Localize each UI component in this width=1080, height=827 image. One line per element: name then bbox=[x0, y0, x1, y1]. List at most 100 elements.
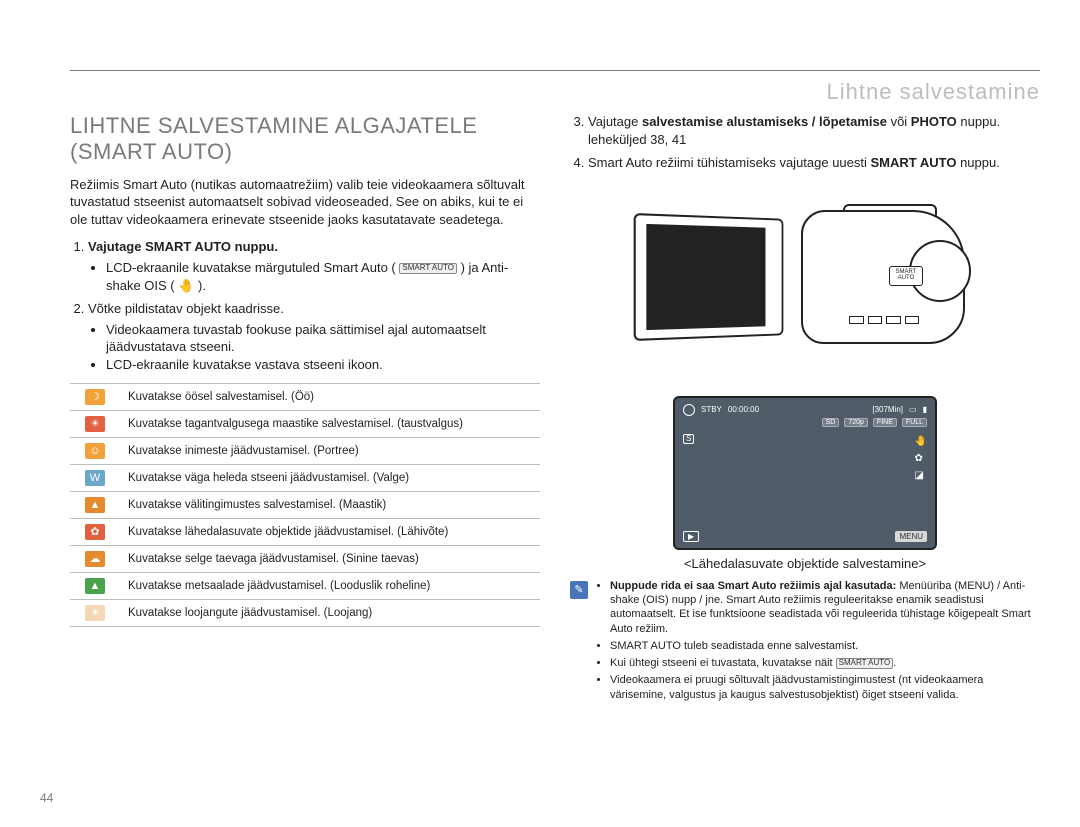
lcd-left-icons: S bbox=[683, 434, 694, 445]
camera-lcd-inner bbox=[646, 224, 765, 330]
step-2-bullet-1: Videokaamera tuvastab fookuse paika sätt… bbox=[106, 321, 540, 356]
scene-desc: Kuvatakse välitingimustes salvestamisel.… bbox=[120, 492, 540, 519]
lcd-play: ▶ bbox=[683, 531, 699, 542]
table-row: ✿ Kuvatakse lähedalasuvate objektide jääd… bbox=[70, 519, 540, 546]
battery-icon: ▮ bbox=[923, 405, 927, 414]
scene-icon-cell: W bbox=[70, 465, 120, 492]
scene-icon-cell: ☁ bbox=[70, 546, 120, 573]
scene-desc: Kuvatakse väga heleda stseeni jäädvustam… bbox=[120, 465, 540, 492]
manual-page: Lihtne salvestamine LIHTNE SALVESTAMINE … bbox=[0, 0, 1080, 827]
lcd-time: 00:00:00 bbox=[728, 405, 759, 414]
steps-list-left: Vajutage SMART AUTO nuppu. LCD-ekraanile… bbox=[70, 238, 540, 373]
note-3b: . bbox=[893, 657, 896, 669]
note-list: Nuppude rida ei saa Smart Auto režiimis … bbox=[596, 579, 1040, 705]
table-row: ☁Kuvatakse selge taevaga jäädvustamisel.… bbox=[70, 546, 540, 573]
scene-desc: Kuvatakse loojangute jäädvustamisel. (Lo… bbox=[120, 600, 540, 627]
intro-text: Režiimis Smart Auto (nutikas automaatrež… bbox=[70, 176, 540, 229]
section-label: Lihtne salvestamine bbox=[70, 79, 1040, 105]
camera-illustration: SMART AUTO bbox=[635, 180, 975, 390]
lcd-top-row: STBY 00:00:00 [307Min] ▭ ▮ bbox=[683, 404, 927, 416]
lcd-full: FULL bbox=[902, 418, 927, 427]
lcd-stby: STBY bbox=[701, 405, 722, 414]
lcd-bottom-row: ▶ MENU bbox=[683, 531, 927, 542]
scene-icons-table: ☽ Kuvatakse öösel salvestamisel. (Öö) ☀ Kuv… bbox=[70, 383, 540, 627]
smart-auto-lcd-icon: S bbox=[683, 434, 694, 445]
scene-desc: Kuvatakse lähedalasuvate objektide jäädv… bbox=[120, 519, 540, 546]
scene-icon: ☀ bbox=[85, 605, 105, 621]
scene-icon: ✿ bbox=[85, 524, 105, 540]
scene-icon: ▲ bbox=[85, 497, 105, 513]
step-2: Võtke pildistatav objekt kaadrisse. Vide… bbox=[88, 300, 540, 373]
step-4-a: Smart Auto režiimi tühistamiseks vajutag… bbox=[588, 155, 871, 170]
rec-dot-icon bbox=[683, 404, 695, 416]
note-1: Nuppude rida ei saa Smart Auto režiimis … bbox=[610, 579, 1040, 636]
table-row: ☀ Kuvatakse loojangute jäädvustamisel. (L… bbox=[70, 600, 540, 627]
step-2-bullet-2: LCD-ekraanile kuvatakse vastava stseeni … bbox=[106, 356, 540, 374]
camera-lcd-flip bbox=[634, 213, 784, 341]
steps-list-right: Vajutage salvestamise alustamiseks / lõp… bbox=[570, 113, 1040, 172]
scene-icon: ▲ bbox=[85, 578, 105, 594]
scene-icon-cell: ☀ bbox=[70, 600, 120, 627]
step-1-bullet-text-a: LCD-ekraanile kuvatakse märgutuled Smart… bbox=[106, 260, 399, 275]
step-3-bold2: PHOTO bbox=[911, 114, 957, 129]
zoom-icon: ◪ bbox=[915, 470, 927, 481]
note-box: ✎ Nuppude rida ei saa Smart Auto režiimi… bbox=[570, 579, 1040, 705]
header-rule bbox=[70, 70, 1040, 71]
step-4: Smart Auto režiimi tühistamiseks vajutag… bbox=[588, 154, 1040, 172]
step-3-bold1: salvestamise alustamiseks / lõpetamise bbox=[642, 114, 887, 129]
lcd-remain: [307Min] bbox=[872, 405, 903, 414]
macro-icon: ✿ bbox=[915, 453, 927, 464]
lcd-row-2: SD 720p FINE FULL bbox=[822, 418, 927, 427]
camera-body: SMART AUTO bbox=[801, 210, 965, 344]
table-row: ▲ Kuvatakse metsaalade jäädvustamisel. (L… bbox=[70, 573, 540, 600]
note-3-badge-icon: SMART AUTO bbox=[836, 658, 894, 669]
scene-icon-cell: ▲ bbox=[70, 492, 120, 519]
lcd-preview: STBY 00:00:00 [307Min] ▭ ▮ SD 720p FINE … bbox=[673, 396, 937, 550]
two-columns: LIHTNE SALVESTAMINE ALGAJATELE (SMART AU… bbox=[70, 113, 1040, 705]
scene-icon: ☁ bbox=[85, 551, 105, 567]
scene-icon-cell: ☽ bbox=[70, 384, 120, 411]
scene-icon-cell: ☀ bbox=[70, 411, 120, 438]
scene-desc: Kuvatakse tagantvalgusega maastike salve… bbox=[120, 411, 540, 438]
page-title: LIHTNE SALVESTAMINE ALGAJATELE (SMART AU… bbox=[70, 113, 540, 166]
page-number: 44 bbox=[40, 791, 53, 805]
table-row: ☺ Kuvatakse inimeste jäädvustamisel. (Por… bbox=[70, 438, 540, 465]
lcd-res: 720p bbox=[844, 418, 868, 427]
scene-icon: ☺ bbox=[85, 443, 105, 459]
smart-auto-button-label: SMART AUTO bbox=[889, 266, 923, 286]
step-2-main: Võtke pildistatav objekt kaadrisse. bbox=[88, 301, 284, 316]
note-3: Kui ühtegi stseeni ei tuvastata, kuvatak… bbox=[610, 656, 1040, 670]
camera-ports bbox=[849, 316, 919, 324]
scene-desc: Kuvatakse metsaalade jäädvustamisel. (Lo… bbox=[120, 573, 540, 600]
table-row: ☽ Kuvatakse öösel salvestamisel. (Öö) bbox=[70, 384, 540, 411]
scene-icon: W bbox=[85, 470, 105, 486]
scene-desc: Kuvatakse öösel salvestamisel. (Öö) bbox=[120, 384, 540, 411]
note-4: Videokaamera ei pruugi sõltuvalt jäädvus… bbox=[610, 673, 1040, 702]
lcd-menu-button: MENU bbox=[895, 531, 927, 542]
lcd-sd: SD bbox=[822, 418, 840, 427]
table-row: W Kuvatakse väga heleda stseeni jäädvusta… bbox=[70, 465, 540, 492]
scene-icon: ☀ bbox=[85, 416, 105, 432]
scene-icon-cell: ☺ bbox=[70, 438, 120, 465]
scene-icon-cell: ▲ bbox=[70, 573, 120, 600]
note-3a: Kui ühtegi stseeni ei tuvastata, kuvatak… bbox=[610, 657, 836, 669]
smart-auto-badge-icon: SMART AUTO bbox=[399, 263, 457, 274]
lcd-caption: <Lähedalasuvate objektide salvestamine> bbox=[570, 556, 1040, 571]
left-column: LIHTNE SALVESTAMINE ALGAJATELE (SMART AU… bbox=[70, 113, 540, 705]
note-2: SMART AUTO tuleb seadistada enne salvest… bbox=[610, 639, 1040, 653]
step-4-b: SMART AUTO bbox=[871, 155, 957, 170]
scene-icon: ☽ bbox=[85, 389, 105, 405]
note-icon: ✎ bbox=[570, 581, 588, 599]
right-column: Vajutage salvestamise alustamiseks / lõp… bbox=[570, 113, 1040, 705]
note-1-bold: Nuppude rida ei saa Smart Auto režiimis … bbox=[610, 580, 896, 592]
lcd-fine: FINE bbox=[873, 418, 897, 427]
step-1-bullet: LCD-ekraanile kuvatakse märgutuled Smart… bbox=[106, 259, 540, 294]
step-3-prefix: Vajutage bbox=[588, 114, 642, 129]
scene-desc: Kuvatakse inimeste jäädvustamisel. (Port… bbox=[120, 438, 540, 465]
step-3: Vajutage salvestamise alustamiseks / lõp… bbox=[588, 113, 1040, 148]
lcd-right-icons: 🤚 ✿ ◪ bbox=[915, 436, 927, 481]
ois-icon: 🤚 bbox=[915, 436, 927, 447]
table-row: ☀ Kuvatakse tagantvalgusega maastike salv… bbox=[70, 411, 540, 438]
step-4-c: nuppu. bbox=[956, 155, 999, 170]
scene-icon-cell: ✿ bbox=[70, 519, 120, 546]
